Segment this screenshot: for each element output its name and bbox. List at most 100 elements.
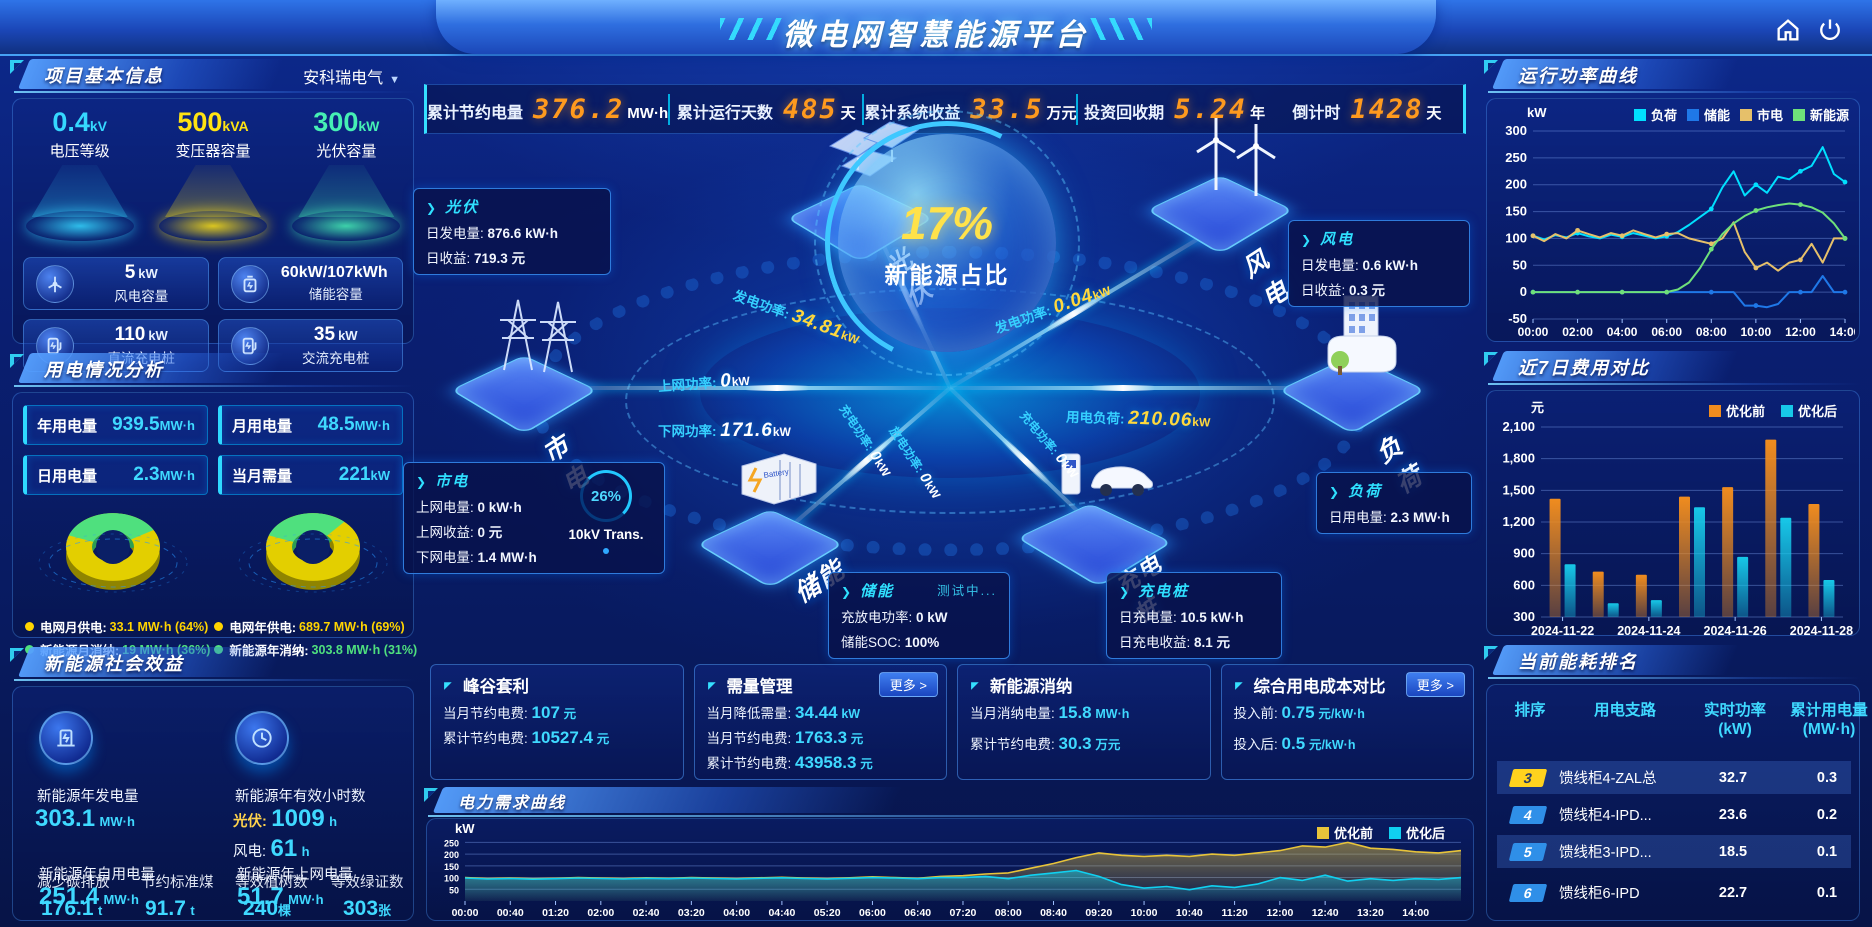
card-value: 60kW/107kWh [280,264,388,281]
branch-name: 馈线柜3-IPD... [1559,845,1652,861]
node-wind[interactable]: 风电 [1146,118,1298,314]
panel-energy-ranking: 当前能耗排名 排序 用电支路 实时功率 (kW) 累计用电量 (MW·h) 3 馈线… [1484,644,1868,923]
panel-corner-icon [1484,352,1498,366]
battery-container-icon: Battery [741,453,817,505]
panel-title: 项目基本信息 [44,66,164,86]
legend-item: 优化前 [1316,823,1373,842]
home-icon[interactable] [1774,16,1802,44]
kpi-value: 485 [782,93,838,125]
panel-corner-icon [1484,646,1498,660]
renewable-share-sphere: 17% 新能源占比 [814,110,1080,376]
realtime-power: 18.5 [1718,843,1748,860]
svg-text:10:00: 10:00 [1131,907,1158,919]
node-grid[interactable]: 市电 [450,299,602,499]
chip-value: 939.5 [112,414,160,435]
panel-corner-icon [971,682,979,690]
header-plate [436,0,1436,54]
power-icon[interactable] [1816,16,1844,44]
svg-text:11:20: 11:20 [1221,907,1247,919]
node-load[interactable]: 负荷 [1278,295,1430,499]
renewable-share-label: 新能源占比 [884,262,1010,288]
kpi-countdown: 倒计时 1428 天 [1271,94,1463,125]
demand-chart-legend: 优化前 优化后 [1316,823,1445,842]
card-storage-capacity: 60kW/107kWh 储能容量 [217,257,403,310]
legend-item: 负荷 [1633,105,1677,124]
chevron-right-icon: ❯ [426,201,439,215]
node-storage[interactable]: Battery 储能 [696,453,850,618]
wind-turbine-icon [1196,118,1276,196]
company-dropdown[interactable]: 安科瑞电气 ▼ [303,64,400,88]
svg-text:2024-11-28: 2024-11-28 [1790,624,1853,638]
svg-text:600: 600 [1513,577,1535,592]
branch-name: 馈线柜4-ZAL总 [1559,771,1657,787]
strategy-peak-valley: 峰谷套利 当月节约电费: 107 元 累计节约电费: 10527.4 元 [430,664,684,780]
panel-header: 用电情况分析 [10,352,416,387]
load-info-box: ❯ 负荷 日用电量: 2.3 MW·h [1316,472,1472,534]
kpi-value: 1428 [1350,93,1424,125]
more-button[interactable]: 更多 > [878,672,938,697]
charger-info-box: ❯ 充电桩 日充电量: 10.5 kW·h 日充电收益: 8.1 元 [1106,572,1282,659]
svg-text:05:20: 05:20 [814,907,841,919]
svg-text:1,500: 1,500 [1502,482,1535,497]
strategy-demand-mgmt: 需量管理 更多 > 当月降低需量: 34.44 kW 当月节约电费: 1763.… [693,664,947,780]
panel-body: 年用电量 939.5MW·h 月用电量 48.5MW·h 日用电量 2.3MW·h 当… [12,392,417,658]
trees-value: 240棵 [243,897,292,920]
chevron-right-icon: ❯ [1301,233,1314,247]
more-button[interactable]: 更多 > [1405,672,1465,697]
strategy-title: 需量管理 [726,678,793,696]
card-label: 储能容量 [308,287,363,302]
panel-corner-icon [1234,682,1243,690]
svg-text:00:00: 00:00 [452,907,479,919]
chip-value: 2.3 [133,464,160,485]
wind-turbine-icon [36,264,74,303]
chevron-right-icon: ❯ [841,585,854,599]
y-axis-label: 元 [1531,400,1545,415]
chevron-right-icon: ❯ [1119,585,1132,599]
svg-text:09:20: 09:20 [1085,907,1112,919]
node-charger[interactable]: 充电桩 [1016,453,1176,628]
box-title: 风电 [1320,231,1355,248]
svg-text:06:00: 06:00 [1651,325,1682,339]
realtime-power: 23.6 [1718,806,1748,823]
year-donut-chart [238,513,388,593]
panel-header: 近7日费用对比 [1484,350,1862,385]
y-axis-label: kW [455,821,475,836]
light-base [25,211,134,241]
box-title: 储能 [860,583,895,600]
legend-dot [214,622,224,631]
card-label: 风电容量 [114,289,169,304]
panel-project-info: 项目基本信息 安科瑞电气 ▼ 0.4kV 电压等级 500kVA 变压器容量 [10,58,416,372]
svg-text:100: 100 [1505,230,1527,245]
wind-hours: 风电: 61 h [233,835,310,862]
table-row[interactable]: 6 馈线柜6-IPD 22.7 0.1 [1497,876,1851,909]
ev-charger-icon [1061,453,1153,496]
clock-icon [235,711,289,765]
svg-text:12:40: 12:40 [1312,907,1339,919]
spot-label: 变压器容量 [175,143,251,160]
realtime-power: 22.7 [1718,884,1748,901]
table-row[interactable]: 3 馈线柜4-ZAL总 32.7 0.3 [1497,761,1851,794]
microgrid-topology: 光伏 风电 市电 [400,110,1472,664]
panel-power-curve: 运行功率曲线 kW 负荷 储能 市电 新能源 -50 0 50 100 150 200 25… [1484,58,1862,344]
trees-label: 等效植树数 [235,875,308,891]
table-row[interactable]: 4 馈线柜4-IPD... 23.6 0.2 [1497,798,1851,831]
panel-corner-icon [10,60,24,74]
chip-unit: MW·h [159,418,195,433]
kpi-unit: 天 [1426,104,1442,122]
panel-body: kW 负荷 储能 市电 新能源 -50 0 50 100 150 200 250 300 00:… [1486,98,1861,342]
kpi-label: 累计节约电量 [427,104,524,122]
panel-power-analysis: 用电情况分析 年用电量 939.5MW·h 月用电量 48.5MW·h 日用电量 2.… [10,352,417,658]
card-unit: kW [138,266,158,281]
svg-text:04:40: 04:40 [768,907,795,919]
table-row[interactable]: 5 馈线柜3-IPD... 18.5 0.1 [1497,835,1851,868]
donut-charts [13,501,413,613]
svg-text:08:00: 08:00 [1696,325,1727,339]
panel-title: 当前能耗排名 [1518,652,1638,672]
wind-info-box: ❯ 风电 日发电量: 0.6 kW·h 日收益: 0.3 元 [1288,220,1470,307]
svg-text:200: 200 [1505,177,1527,192]
svg-text:07:20: 07:20 [950,907,977,919]
svg-text:06:00: 06:00 [859,907,886,919]
kpi-unit: 天 [840,104,856,122]
kpi-value: 5.24 [1174,93,1248,125]
